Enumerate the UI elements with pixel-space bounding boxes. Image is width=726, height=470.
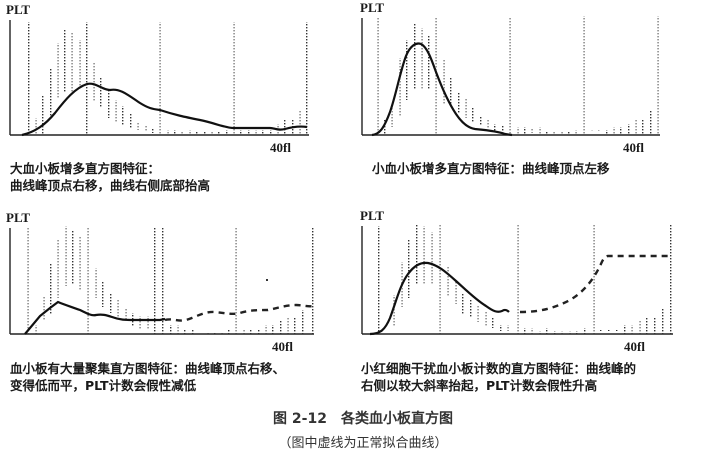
panel-2-xlabel: 40fl [623, 140, 644, 155]
panel-4-caption-line-1: 小红细胞干扰血小板计数的直方图特征：曲线峰的 [361, 361, 637, 376]
panel-1-dotted-bars [35, 30, 301, 135]
panel-1-ylabel: PLT [6, 2, 30, 17]
panel-3-dashed-fit-curve [164, 303, 314, 322]
panel-3-platelet-aggregation: PLT [6, 210, 314, 354]
panel-4-microcyte-interference: PLT [360, 208, 673, 354]
panel-4-caption-line-2: 右侧以较大斜率抬起，PLT计数会假性升高 [361, 378, 598, 393]
panel-3-dotted-bars [35, 226, 304, 334]
panel-1-caption: 大血小板增多直方图特征： 曲线峰顶点右移，曲线右侧底部抬高 [10, 160, 210, 194]
panel-3-caption-line-2: 变得低而平，PLT计数会假性减低 [10, 378, 197, 393]
panel-1-curve [21, 82, 308, 137]
panel-2-curve [371, 42, 513, 137]
panel-2-dotted-bars [384, 24, 652, 135]
panel-3-xlabel: 40fl [272, 339, 293, 354]
panel-3-ylabel: PLT [6, 210, 30, 225]
panel-2-dotted-markers [377, 16, 659, 135]
panel-4-xlabel: 40fl [624, 339, 645, 354]
figure-subtitle: （图中虚线为正常拟合曲线） [278, 436, 448, 451]
panel-4-solid-curve [369, 261, 510, 336]
panel-2-small-platelets: PLT [360, 0, 660, 155]
panel-4-caption: 小红细胞干扰血小板计数的直方图特征：曲线峰的 右侧以较大斜率抬起，PLT计数会假… [361, 360, 636, 394]
panel-4-ylabel: PLT [360, 208, 384, 223]
panel-1-caption-line-1: 大血小板增多直方图特征： [10, 161, 161, 176]
panel-4-dotted-bars [393, 225, 664, 334]
panel-3-dotted-markers [27, 228, 314, 334]
panel-3-solid-curve [24, 300, 166, 335]
panel-1-xlabel: 40fl [270, 140, 291, 155]
panel-2-caption: 小血小板增多直方图特征：曲线峰顶点左移 [372, 160, 610, 177]
panel-1-dotted-markers [28, 22, 308, 135]
panel-3-caption-line-1: 血小板有大量聚集直方图特征：曲线峰顶点右移、 [10, 361, 286, 376]
panel-4-dashed-fit-curve [519, 254, 671, 314]
panel-2-caption-line-1: 小血小板增多直方图特征：曲线峰顶点左移 [372, 161, 610, 176]
panel-1-caption-line-2: 曲线峰顶点右移，曲线右侧底部抬高 [10, 178, 211, 193]
panel-1-large-platelets: PLT [6, 2, 309, 155]
panel-2-ylabel: PLT [360, 0, 384, 15]
figure-title: 图 2-12 各类血小板直方图 [273, 411, 453, 427]
panel-3-caption: 血小板有大量聚集直方图特征：曲线峰顶点右移、 变得低而平，PLT计数会假性减低 [10, 360, 285, 394]
panel-4-dotted-markers [378, 224, 672, 334]
